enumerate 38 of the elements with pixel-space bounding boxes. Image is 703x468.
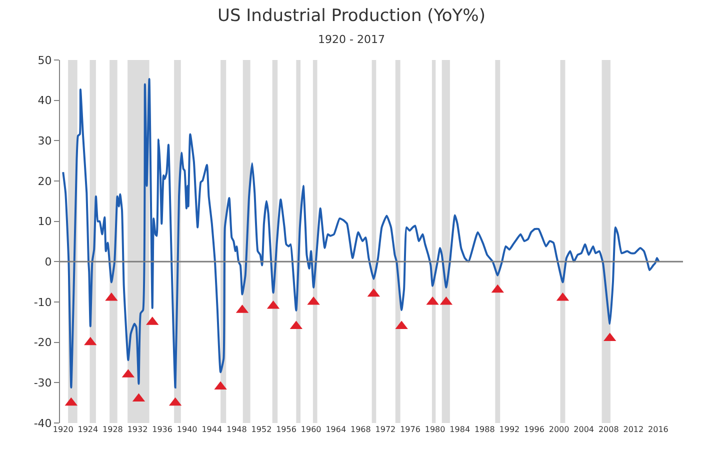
- x-tick-label: 1948: [226, 425, 247, 434]
- x-tick-label: 1940: [176, 425, 198, 434]
- x-tick-label: 1924: [78, 425, 98, 434]
- x-tick-label: 1944: [202, 425, 222, 434]
- y-tick-label: -30: [34, 376, 52, 390]
- x-tick-label: 1928: [102, 425, 123, 434]
- x-tick-label: 1984: [450, 425, 470, 434]
- y-tick-label: 40: [38, 94, 52, 108]
- x-tick-label: 1956: [276, 425, 296, 434]
- x-tick-label: 2012: [623, 425, 644, 434]
- x-tick-label: 1972: [375, 425, 396, 434]
- chart-subtitle: 1920 - 2017: [318, 33, 385, 46]
- line-series: [62, 78, 660, 389]
- x-tick-label: 1976: [400, 425, 420, 434]
- x-tick-label: 2000: [548, 425, 570, 434]
- x-tick-label: 1980: [424, 425, 446, 434]
- x-tick-label: 1968: [350, 425, 371, 434]
- y-tick-label: 20: [38, 174, 52, 188]
- y-tick-label: 10: [38, 215, 52, 228]
- x-tick-label: 1952: [251, 425, 272, 434]
- x-tick-label: 2008: [598, 425, 619, 434]
- x-tick-label: 1960: [300, 425, 322, 434]
- x-tick-label: 2004: [574, 425, 594, 434]
- x-tick-label: 1996: [524, 425, 544, 434]
- x-tick-label: 1988: [474, 425, 495, 434]
- x-tick-label: 2016: [648, 425, 668, 434]
- y-tick-label: -20: [34, 336, 52, 350]
- x-tick-label: 1936: [152, 425, 172, 434]
- x-tick-label: 1920: [52, 425, 74, 434]
- y-tick-label: 30: [38, 134, 52, 148]
- chart-title: US Industrial Production (YoY%): [218, 6, 486, 26]
- x-tick-label: 1932: [127, 425, 148, 434]
- y-tick-label: -10: [34, 296, 52, 309]
- x-tick-label: 1964: [326, 425, 346, 434]
- y-tick-label: -40: [34, 416, 52, 430]
- y-tick-label: 50: [38, 54, 52, 67]
- x-tick-label: 1992: [499, 425, 520, 434]
- y-tick-label: 0: [44, 256, 52, 269]
